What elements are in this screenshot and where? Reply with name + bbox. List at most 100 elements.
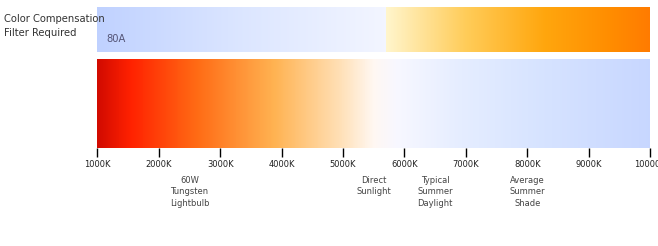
Text: 1000K: 1000K: [84, 160, 111, 169]
Bar: [185, 59, 186, 148]
Bar: [394, 59, 395, 148]
Bar: [206, 59, 207, 148]
Bar: [275, 59, 276, 148]
Bar: [270, 59, 272, 148]
Bar: [489, 59, 490, 148]
Bar: [301, 59, 302, 148]
Bar: [539, 59, 540, 148]
Bar: [325, 59, 326, 148]
Bar: [493, 59, 494, 148]
Bar: [213, 59, 215, 148]
Bar: [448, 59, 449, 148]
Bar: [507, 59, 508, 148]
Bar: [144, 59, 145, 148]
Bar: [534, 59, 535, 148]
Bar: [503, 59, 505, 148]
Bar: [178, 59, 180, 148]
Bar: [374, 59, 376, 148]
Bar: [560, 59, 561, 148]
Bar: [182, 59, 183, 148]
Bar: [277, 59, 278, 148]
Bar: [356, 59, 357, 148]
Bar: [103, 59, 104, 148]
Bar: [467, 59, 468, 148]
Bar: [617, 59, 618, 148]
Bar: [155, 59, 157, 148]
Bar: [281, 59, 282, 148]
Bar: [425, 59, 426, 148]
Bar: [324, 59, 325, 148]
Bar: [219, 59, 220, 148]
Bar: [409, 59, 410, 148]
Bar: [498, 59, 499, 148]
Bar: [341, 59, 342, 148]
Bar: [480, 59, 482, 148]
Bar: [420, 59, 422, 148]
Bar: [373, 59, 374, 148]
Bar: [320, 59, 321, 148]
Bar: [475, 59, 476, 148]
Bar: [330, 59, 332, 148]
Bar: [186, 59, 187, 148]
Bar: [326, 59, 327, 148]
Bar: [323, 59, 324, 148]
Bar: [455, 59, 456, 148]
Bar: [459, 59, 461, 148]
Bar: [488, 59, 489, 148]
Bar: [210, 59, 211, 148]
Bar: [601, 59, 602, 148]
Bar: [163, 59, 164, 148]
Bar: [242, 59, 243, 148]
Bar: [372, 59, 373, 148]
Bar: [127, 59, 128, 148]
Bar: [509, 59, 510, 148]
Bar: [524, 59, 525, 148]
Bar: [563, 59, 565, 148]
Text: 80A: 80A: [107, 34, 126, 44]
Bar: [287, 59, 288, 148]
Bar: [166, 59, 167, 148]
Bar: [134, 59, 135, 148]
Bar: [641, 59, 642, 148]
Bar: [490, 59, 491, 148]
Bar: [628, 59, 629, 148]
Bar: [439, 59, 440, 148]
Bar: [197, 59, 198, 148]
Bar: [632, 59, 634, 148]
Bar: [191, 59, 192, 148]
Bar: [240, 59, 241, 148]
Bar: [450, 59, 451, 148]
Bar: [363, 59, 364, 148]
Bar: [305, 59, 307, 148]
Bar: [594, 59, 595, 148]
Bar: [520, 59, 521, 148]
Bar: [386, 59, 387, 148]
Bar: [466, 59, 467, 148]
Bar: [148, 59, 149, 148]
Bar: [205, 59, 206, 148]
Bar: [136, 59, 137, 148]
Bar: [618, 59, 619, 148]
Bar: [241, 59, 242, 148]
Bar: [346, 59, 347, 148]
Bar: [584, 59, 585, 148]
Bar: [378, 59, 379, 148]
Bar: [172, 59, 173, 148]
Bar: [531, 59, 532, 148]
Bar: [542, 59, 544, 148]
Bar: [431, 59, 432, 148]
Bar: [100, 59, 101, 148]
Bar: [549, 59, 551, 148]
Bar: [222, 59, 224, 148]
Bar: [342, 59, 343, 148]
Bar: [615, 59, 616, 148]
Bar: [393, 59, 394, 148]
Bar: [429, 59, 430, 148]
Bar: [555, 59, 556, 148]
Bar: [167, 59, 168, 148]
Bar: [406, 59, 407, 148]
Bar: [627, 59, 628, 148]
Bar: [204, 59, 205, 148]
Bar: [122, 59, 123, 148]
Bar: [476, 59, 477, 148]
